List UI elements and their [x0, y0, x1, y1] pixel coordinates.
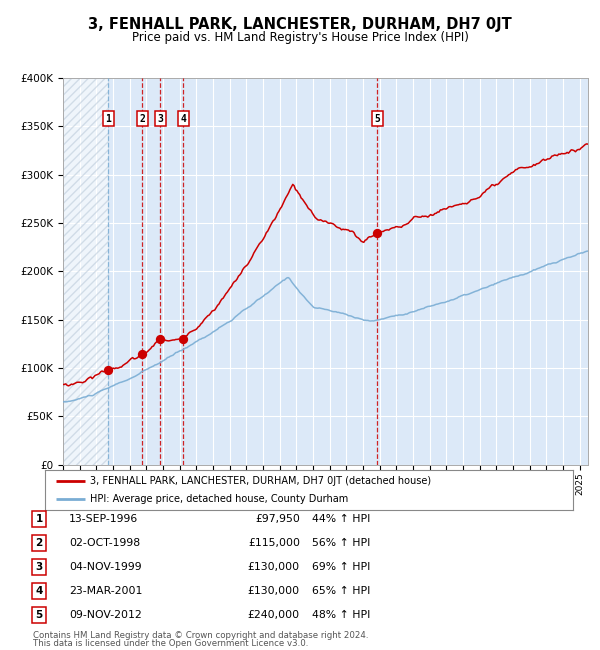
- Text: £130,000: £130,000: [248, 562, 300, 572]
- Text: 13-SEP-1996: 13-SEP-1996: [69, 514, 138, 524]
- Text: 69% ↑ HPI: 69% ↑ HPI: [312, 562, 370, 572]
- Point: [137, 348, 147, 359]
- Text: 04-NOV-1999: 04-NOV-1999: [69, 562, 142, 572]
- Point: [103, 365, 113, 375]
- Text: £115,000: £115,000: [248, 538, 300, 548]
- Text: 5: 5: [374, 114, 380, 124]
- Point: [373, 227, 382, 238]
- Text: 02-OCT-1998: 02-OCT-1998: [69, 538, 140, 548]
- Bar: [63, 78, 108, 465]
- Text: 5: 5: [35, 610, 43, 620]
- Text: 65% ↑ HPI: 65% ↑ HPI: [312, 586, 370, 596]
- Bar: [63, 78, 108, 465]
- Text: 3: 3: [35, 562, 43, 572]
- Text: £97,950: £97,950: [255, 514, 300, 524]
- Text: 1: 1: [105, 114, 111, 124]
- Text: 2: 2: [35, 538, 43, 548]
- Text: 3, FENHALL PARK, LANCHESTER, DURHAM, DH7 0JT: 3, FENHALL PARK, LANCHESTER, DURHAM, DH7…: [88, 17, 512, 32]
- Text: 09-NOV-2012: 09-NOV-2012: [69, 610, 142, 620]
- Text: 56% ↑ HPI: 56% ↑ HPI: [312, 538, 370, 548]
- Text: 44% ↑ HPI: 44% ↑ HPI: [312, 514, 370, 524]
- Text: Price paid vs. HM Land Registry's House Price Index (HPI): Price paid vs. HM Land Registry's House …: [131, 31, 469, 44]
- Text: 3, FENHALL PARK, LANCHESTER, DURHAM, DH7 0JT (detached house): 3, FENHALL PARK, LANCHESTER, DURHAM, DH7…: [90, 476, 431, 486]
- Text: 4: 4: [181, 114, 186, 124]
- Text: 3: 3: [157, 114, 163, 124]
- Text: HPI: Average price, detached house, County Durham: HPI: Average price, detached house, Coun…: [90, 495, 348, 504]
- Text: £130,000: £130,000: [248, 586, 300, 596]
- Text: 23-MAR-2001: 23-MAR-2001: [69, 586, 142, 596]
- Text: 48% ↑ HPI: 48% ↑ HPI: [312, 610, 370, 620]
- Text: This data is licensed under the Open Government Licence v3.0.: This data is licensed under the Open Gov…: [33, 639, 308, 648]
- Point: [155, 334, 165, 345]
- Text: £240,000: £240,000: [248, 610, 300, 620]
- Point: [179, 334, 188, 345]
- Text: 4: 4: [35, 586, 43, 596]
- Text: 1: 1: [35, 514, 43, 524]
- Text: Contains HM Land Registry data © Crown copyright and database right 2024.: Contains HM Land Registry data © Crown c…: [33, 631, 368, 640]
- Text: 2: 2: [139, 114, 145, 124]
